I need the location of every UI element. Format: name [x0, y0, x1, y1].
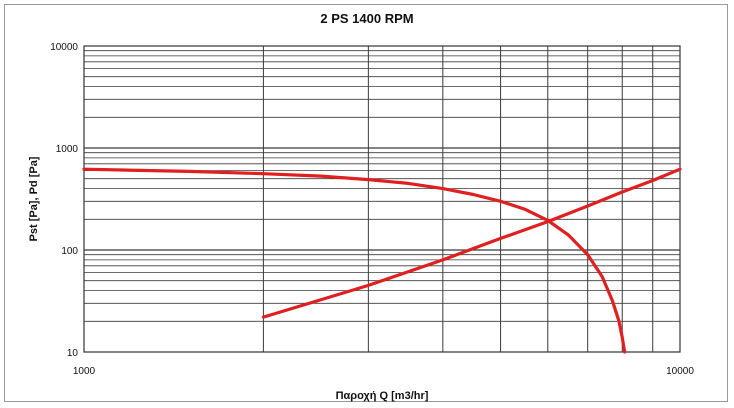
x-axis-label: Παροχή Q [m3/hr] — [336, 390, 429, 402]
chart-title: 2 PS 1400 RPM — [320, 11, 413, 26]
series-group — [82, 167, 682, 354]
x-tick-label: 10000 — [666, 366, 694, 377]
y-tick-label: 10 — [67, 348, 79, 359]
plot-area-border — [83, 45, 681, 353]
vertical-gridlines — [262, 46, 654, 352]
chart-frame — [4, 4, 728, 402]
x-tick-label: 1000 — [73, 366, 96, 377]
horizontal-gridlines — [84, 50, 680, 322]
y-tick-label: 1000 — [56, 144, 79, 155]
series-line-1 — [82, 167, 627, 354]
x-tick-labels: 1000 10000 — [73, 366, 694, 377]
y-tick-label: 100 — [61, 246, 78, 257]
series-line-2 — [261, 167, 682, 319]
y-tick-labels: 10 100 1000 10000 — [50, 42, 78, 359]
y-axis-label: Pst [Pa], Pd [Pa] — [28, 156, 40, 241]
y-tick-label: 10000 — [50, 42, 78, 53]
